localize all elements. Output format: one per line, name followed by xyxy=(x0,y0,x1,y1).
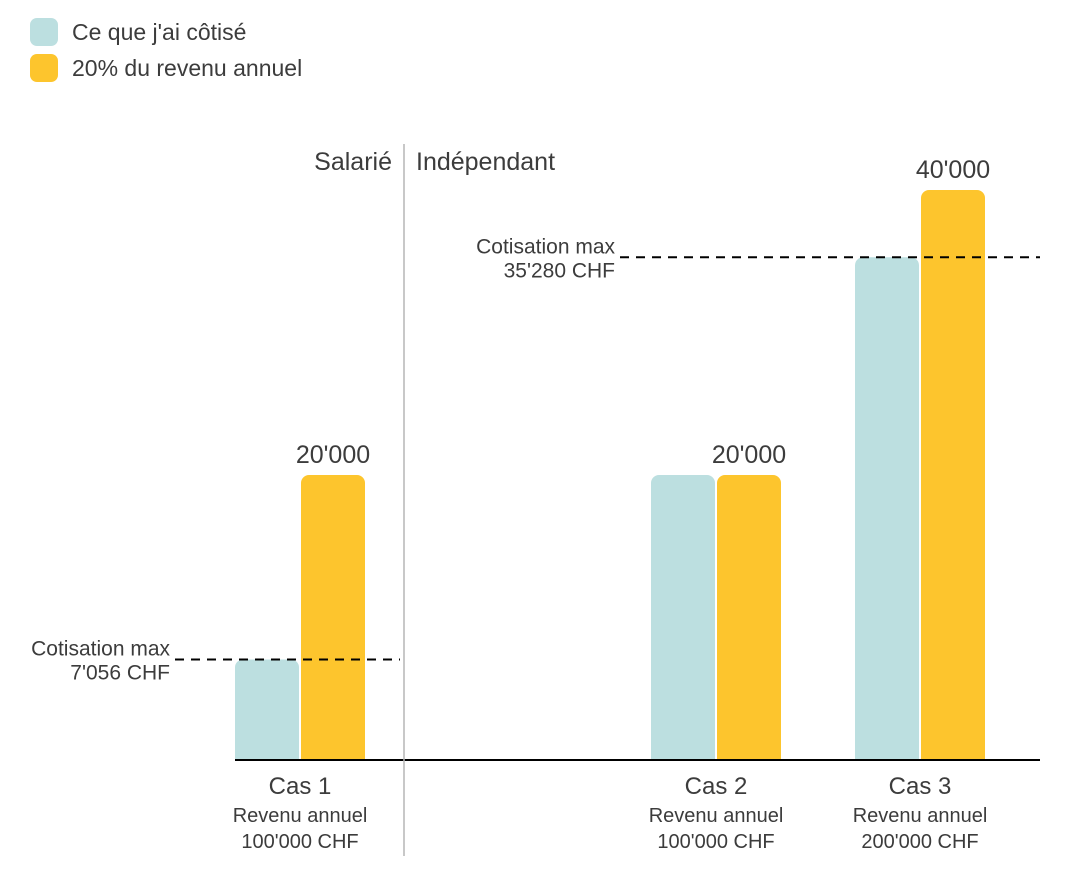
limit-label-salarie-1: 7'056 CHF xyxy=(70,661,170,684)
bar-b-cas3 xyxy=(921,190,985,760)
legend-swatch-b xyxy=(30,54,58,82)
x-sub1-cas1: Revenu annuel xyxy=(233,805,368,827)
limit-label-independant-1: 35'280 CHF xyxy=(504,259,615,282)
bar-value-cas3: 40'000 xyxy=(916,156,990,184)
section-label-right: Indépendant xyxy=(416,148,555,176)
bar-a-cas1 xyxy=(235,659,299,760)
x-label-cas2: Cas 2 xyxy=(685,773,748,800)
legend-swatch-a xyxy=(30,18,58,46)
x-label-cas3: Cas 3 xyxy=(889,773,952,800)
section-label-left: Salarié xyxy=(314,148,392,176)
limit-label-salarie-0: Cotisation max xyxy=(31,637,170,660)
legend-label-b: 20% du revenu annuel xyxy=(72,55,302,82)
bar-b-cas1-base xyxy=(301,752,365,760)
bar-a-cas3 xyxy=(855,257,919,760)
x-sub2-cas3: 200'000 CHF xyxy=(861,831,978,853)
limit-label-independant-0: Cotisation max xyxy=(476,235,615,258)
bar-value-cas2: 20'000 xyxy=(712,441,786,469)
bar-b-cas3-base xyxy=(921,752,985,760)
bar-b-cas2 xyxy=(717,475,781,760)
legend: Ce que j'ai côtisé 20% du revenu annuel xyxy=(30,18,302,90)
x-label-cas1: Cas 1 xyxy=(269,773,332,800)
x-sub1-cas3: Revenu annuel xyxy=(853,805,988,827)
x-sub2-cas2: 100'000 CHF xyxy=(657,831,774,853)
bar-a-cas2-base xyxy=(651,752,715,760)
bar-a-cas3-base xyxy=(855,752,919,760)
legend-label-a: Ce que j'ai côtisé xyxy=(72,19,246,46)
bar-a-cas2 xyxy=(651,475,715,760)
legend-item: Ce que j'ai côtisé xyxy=(30,18,302,46)
bar-a-cas1-base xyxy=(235,752,299,760)
x-sub2-cas1: 100'000 CHF xyxy=(241,831,358,853)
bar-b-cas2-base xyxy=(717,752,781,760)
x-sub1-cas2: Revenu annuel xyxy=(649,805,784,827)
bar-b-cas1 xyxy=(301,475,365,760)
bar-chart: Salarié Indépendant 20'000 Cas 1 Revenu annu… xyxy=(0,130,1066,876)
bar-value-cas1: 20'000 xyxy=(296,441,370,469)
legend-item: 20% du revenu annuel xyxy=(30,54,302,82)
